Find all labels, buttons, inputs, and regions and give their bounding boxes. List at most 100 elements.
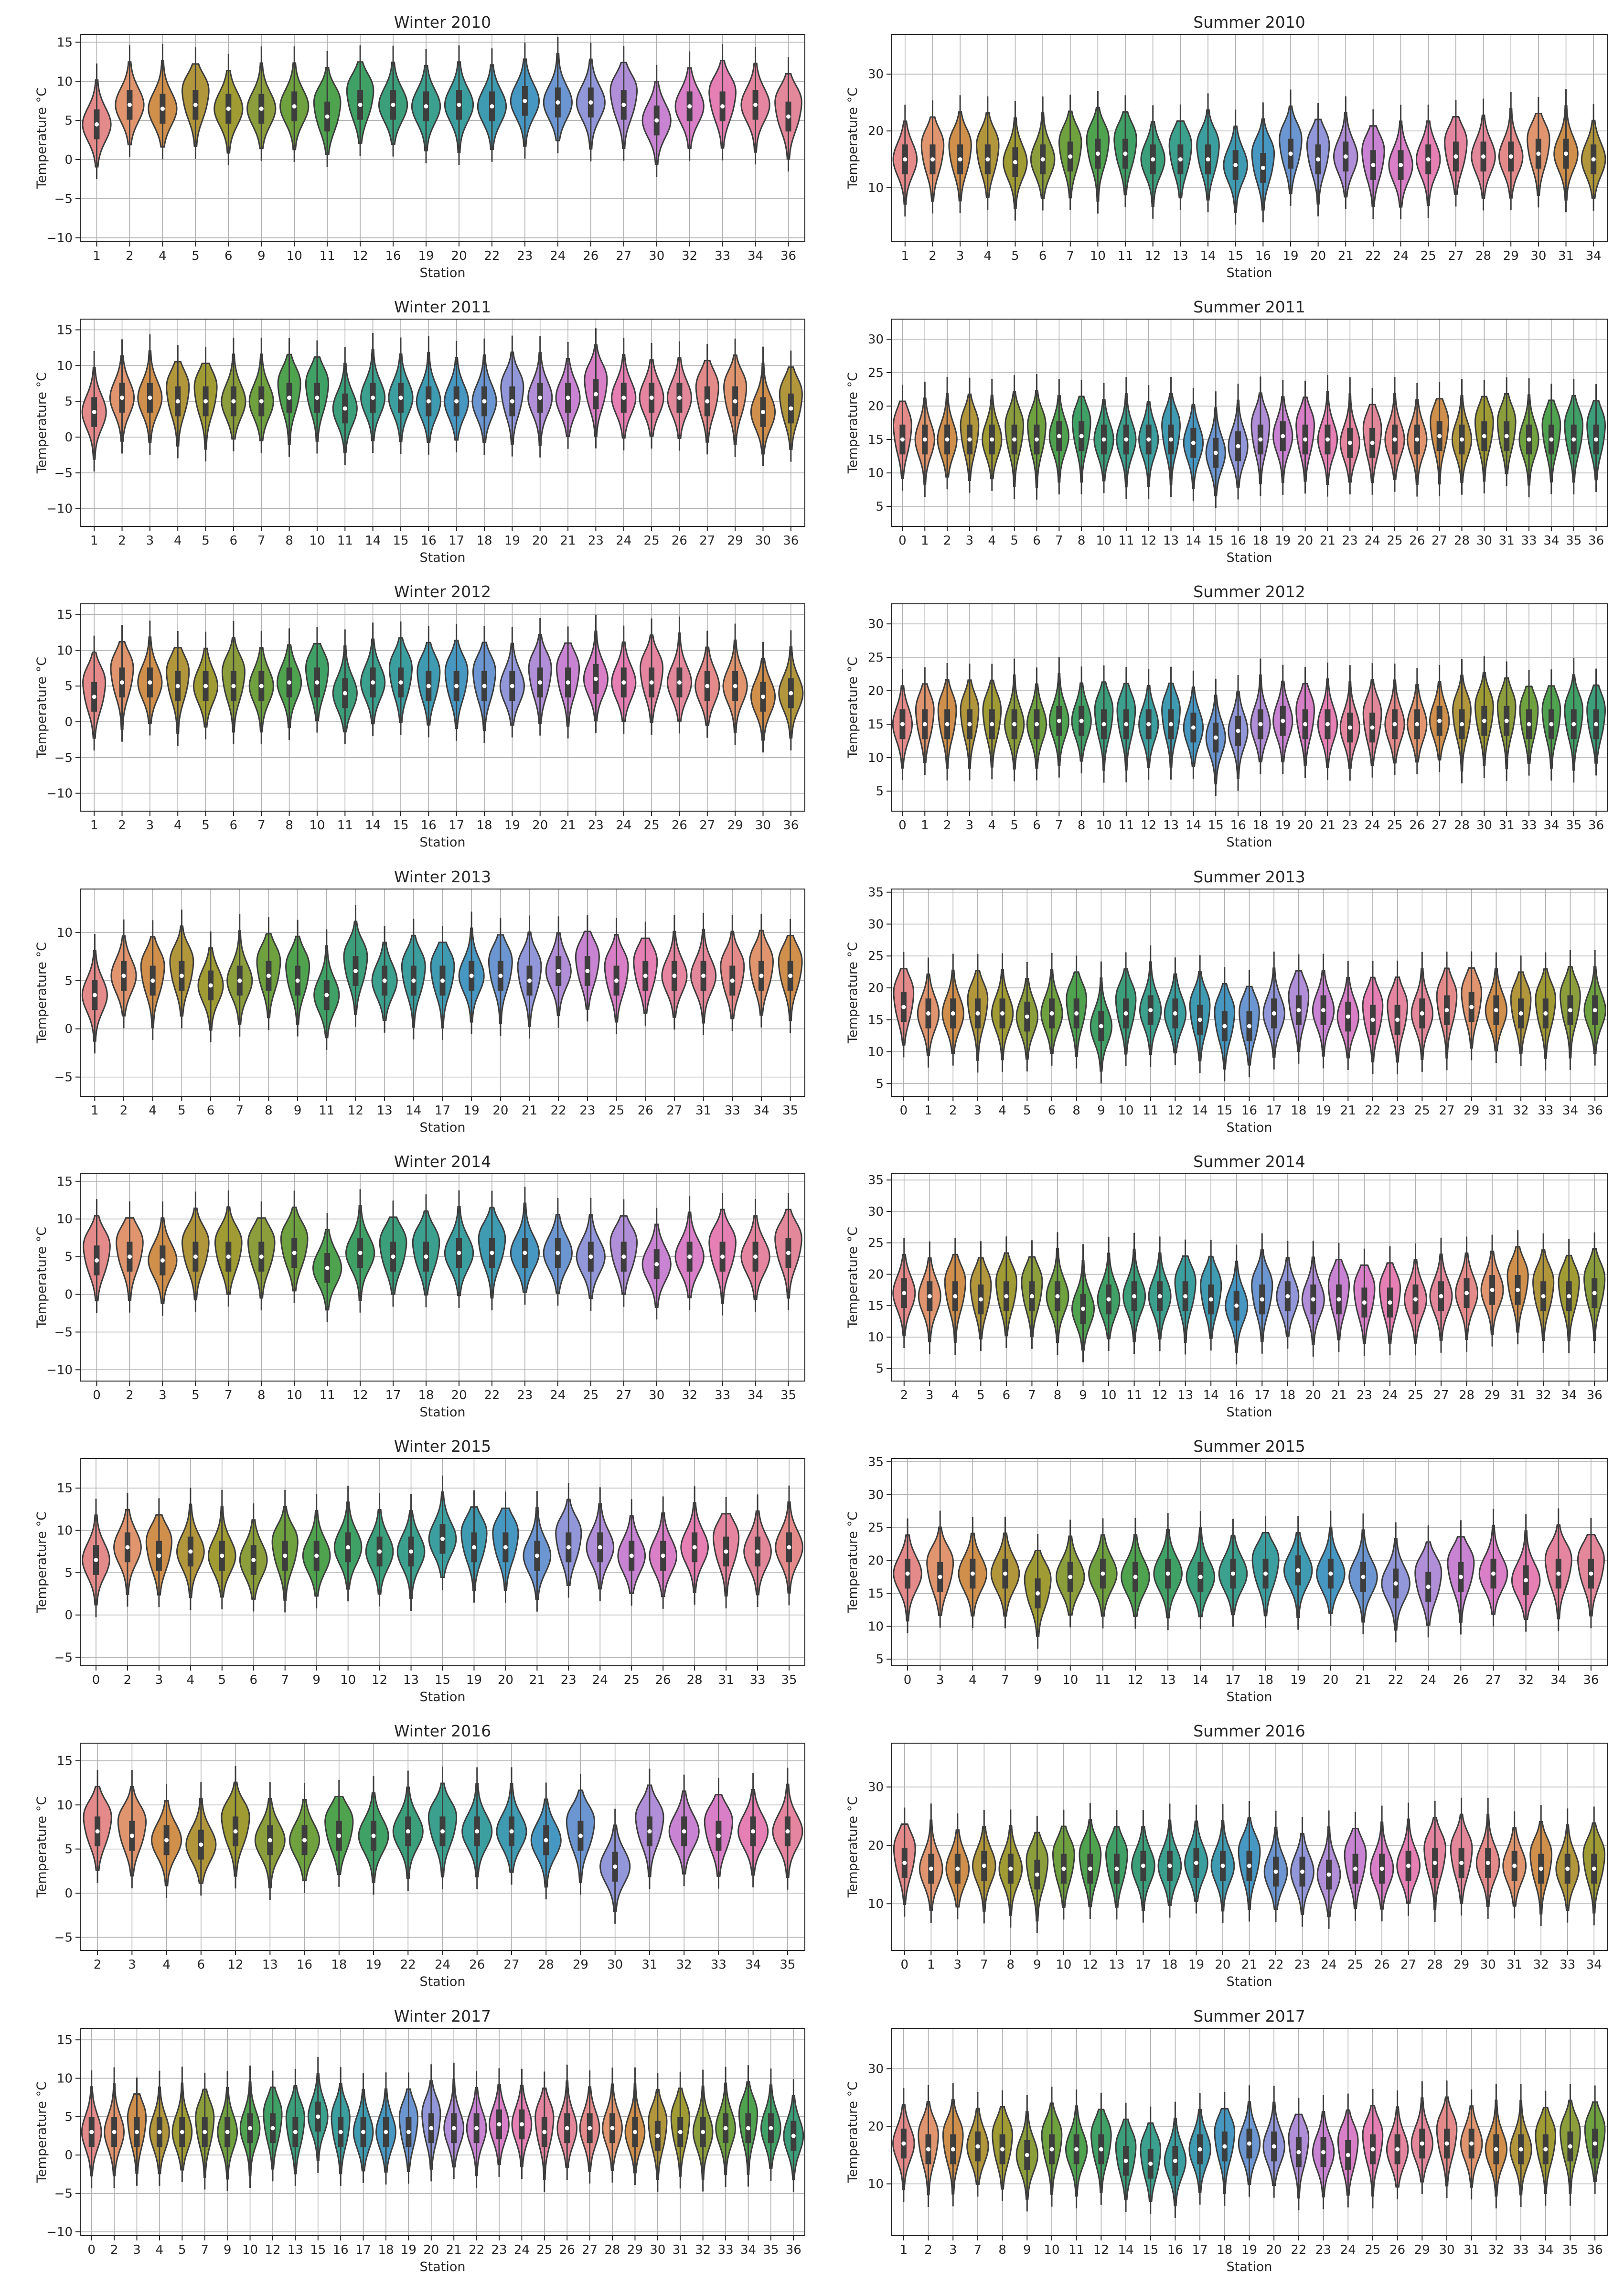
x-tick-label: 18 [331,1958,347,1972]
x-tick-label: 30 [755,534,771,548]
x-tick-label: 35 [780,1958,795,1972]
y-axis-label: Temperature °C [845,1511,860,1613]
subplot-title: Winter 2012 [394,582,491,601]
violin-median-point [490,104,494,109]
violin-median-point [1494,2147,1498,2152]
violin-median-point [705,684,710,688]
x-tick-label: 7 [281,1673,289,1687]
x-axis-label: Station [420,1405,466,1420]
x-axis-label: Station [1227,2260,1272,2274]
y-axis-label: Temperature °C [34,1796,49,1898]
plot-frame [80,319,805,527]
y-axis-label: Temperature °C [845,2081,860,2183]
violin-median-point [1236,444,1240,449]
x-tick-label: 29 [627,2243,643,2257]
x-tick-label: 9 [1097,1104,1105,1118]
subplot-winter-2010: 1 2 4 5 6 9 10 11 12 16 19 20 22 23 24 26 27 30 32 33 34 36−1… [34,13,805,280]
violin-median-point [1361,1575,1366,1579]
y-tick-label: 20 [868,684,884,698]
x-tick-label: 17 [1225,1673,1241,1687]
x-tick-label: 13 [1163,534,1179,548]
y-tick-label: −10 [46,1363,73,1377]
violin-median-point [125,1545,130,1550]
x-tick-label: 5 [202,818,210,833]
x-tick-label: 33 [1560,1958,1575,1972]
y-tick-label: 30 [868,332,884,347]
violin-median-point [1453,154,1458,159]
x-tick-label: 2 [943,818,951,833]
x-tick-label: 12 [1127,1673,1143,1687]
x-tick-label: 31 [673,2243,688,2257]
violin-median-point [148,680,152,685]
x-tick-label: 34 [1586,249,1602,263]
x-tick-label: 10 [309,818,325,833]
y-tick-label: 0 [64,1886,73,1901]
violin-median-point [1437,718,1442,723]
x-tick-label: 3 [954,1958,962,1972]
x-tick-label: 12 [372,1673,387,1687]
x-tick-label: 11 [1095,1673,1111,1687]
y-tick-label: 25 [868,366,884,380]
x-tick-label: 12 [353,1388,368,1403]
y-tick-label: −5 [54,1325,73,1339]
violin-median-point [1012,437,1017,442]
violin-median-point [283,1554,288,1558]
x-tick-label: 33 [750,1673,766,1687]
x-tick-label: 6 [224,249,233,263]
violin-median-point [1000,1011,1005,1016]
subplot-summer-2014: 2 3 4 5 6 7 8 9 10 11 12 13 14 16 17 18 20 21 23 24 25 27 28 29… [845,1152,1608,1420]
x-tick-label: 18 [1291,1104,1306,1118]
x-tick-label: 20 [532,818,548,833]
x-tick-label: 24 [616,818,631,833]
violin-median-point [1029,1294,1034,1298]
violin-median-point [440,1536,445,1541]
violin-median-point [903,157,908,162]
violin-median-point [225,2130,230,2134]
x-tick-label: 19 [401,2243,417,2257]
violin-median-point [237,978,242,983]
subplot-title: Winter 2016 [394,1722,491,1740]
violin-median-point [905,1571,910,1576]
violin-median-point [1008,1866,1013,1871]
violin-median-point [1439,1294,1443,1298]
violin-median-point [1539,1866,1543,1871]
x-tick-label: 27 [1485,1673,1501,1687]
violin-median-point [160,1258,165,1263]
x-tick-label: 29 [573,1958,588,1972]
violin-median-point [990,722,994,727]
x-tick-label: 26 [1453,1673,1469,1687]
violin-median-point [788,974,793,978]
violin-median-point [900,722,905,727]
violin-median-point [1271,1011,1276,1016]
violin-median-point [426,684,431,688]
x-tick-label: 4 [988,818,996,833]
violin-median-point [1459,1861,1464,1865]
x-tick-label: 4 [174,818,182,833]
y-tick-label: 0 [64,2148,73,2163]
violin-median-point [1068,1575,1073,1579]
x-tick-label: 3 [966,818,974,833]
violin-median-point [632,2130,637,2134]
x-tick-label: 31 [695,1104,711,1118]
x-tick-label: 2 [110,2243,118,2257]
x-tick-label: 25 [1387,818,1402,833]
y-tick-label: 20 [868,1554,884,1568]
x-tick-label: 24 [1321,1958,1337,1972]
violin-median-point [1594,437,1599,442]
x-tick-label: 16 [1167,2243,1183,2257]
x-tick-label: 31 [1488,1104,1504,1118]
violin-median-point [716,1833,721,1838]
x-tick-label: 3 [949,2243,957,2257]
violin-median-point [527,978,532,983]
x-tick-label: 5 [1023,1104,1031,1118]
violin-median-point [733,399,737,404]
violin-median-point [621,1254,626,1259]
x-tick-label: 13 [403,1673,419,1687]
x-tick-label: 1 [927,1958,935,1972]
violin-median-point [990,437,994,442]
violin-median-point [938,1575,942,1579]
violin-median-point [497,2122,502,2127]
violin-median-point [1191,725,1196,730]
x-tick-label: 20 [532,534,548,548]
violin-median-point [371,396,375,400]
